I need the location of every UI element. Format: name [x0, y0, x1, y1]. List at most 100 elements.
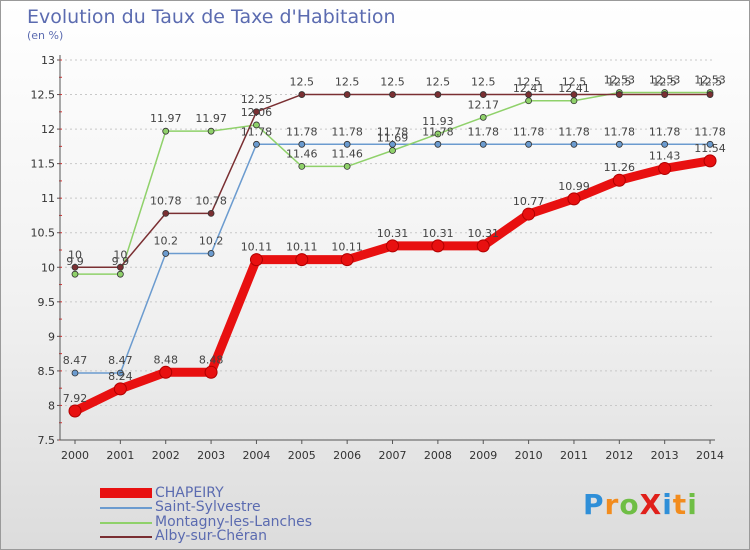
data-label: 11.78: [331, 125, 363, 138]
data-label: 10.11: [331, 241, 363, 254]
data-point: [525, 140, 532, 148]
y-tick-label: 12: [41, 123, 55, 136]
data-point: [706, 140, 714, 148]
data-point: [204, 365, 218, 379]
data-label: 8.47: [108, 354, 133, 367]
data-label: 10.31: [377, 227, 409, 240]
data-label: 11.54: [694, 142, 726, 155]
data-label: 12.53: [604, 73, 636, 86]
data-point: [661, 91, 669, 98]
legend-label: Montagny-les-Lanches: [155, 514, 313, 530]
data-label: 8.47: [63, 354, 88, 367]
data-label: 12.41: [513, 82, 545, 95]
data-point: [434, 130, 442, 138]
data-label: 11.46: [286, 147, 318, 160]
data-point: [298, 140, 306, 148]
x-tick-label: 2006: [333, 449, 361, 462]
y-tick-label: 8: [48, 399, 55, 412]
data-label: 12.41: [558, 82, 590, 95]
data-point: [162, 250, 170, 257]
chart-title: Evolution du Taux de Taxe d'Habitation: [27, 6, 396, 28]
legend-item-saint-sylvestre: Saint-Sylvestre: [100, 499, 360, 515]
x-tick-label: 2008: [424, 449, 452, 462]
data-point: [434, 91, 442, 98]
data-label: 11.78: [513, 125, 545, 138]
data-label: 12.25: [241, 93, 273, 106]
legend-swatch: [100, 522, 152, 524]
data-point: [253, 108, 260, 116]
y-unit-label: (en %): [27, 29, 64, 42]
data-point: [71, 270, 79, 278]
data-point: [253, 121, 260, 129]
data-point: [68, 404, 82, 418]
data-label: 12.5: [471, 76, 496, 89]
data-label: 11.78: [694, 125, 726, 138]
data-point: [340, 253, 354, 267]
legend-swatch: [100, 507, 152, 509]
data-label: 11.78: [558, 125, 590, 138]
y-tick-label: 8.5: [38, 365, 56, 378]
data-point: [71, 369, 79, 377]
data-label: 12.53: [649, 73, 681, 86]
data-label: 10.11: [286, 241, 318, 254]
data-label: 7.92: [63, 392, 88, 405]
data-point: [386, 239, 400, 253]
data-point: [253, 140, 260, 148]
data-label: 8.48: [199, 353, 224, 366]
x-tick-label: 2009: [469, 449, 497, 462]
legend-item-chapeiry: CHAPEIRY: [100, 485, 360, 501]
data-point: [476, 239, 490, 253]
y-tick-label: 11: [41, 192, 55, 205]
x-tick-label: 2014: [696, 449, 724, 462]
x-tick-label: 2005: [288, 449, 316, 462]
y-tick-label: 9.5: [38, 296, 56, 309]
data-label: 10.31: [422, 227, 454, 240]
x-tick-label: 2012: [605, 449, 633, 462]
data-point: [207, 209, 215, 217]
data-point: [661, 140, 669, 148]
x-tick-label: 2013: [651, 449, 679, 462]
data-label: 11.78: [649, 125, 681, 138]
data-point: [116, 369, 124, 377]
data-point: [389, 147, 396, 154]
data-point: [434, 140, 442, 148]
legend-label: CHAPEIRY: [155, 485, 224, 501]
data-label: 11.78: [467, 125, 499, 138]
data-point: [295, 253, 309, 267]
data-point: [479, 113, 487, 121]
data-point: [162, 209, 170, 217]
y-tick-label: 10: [41, 261, 55, 274]
data-label: 12.5: [607, 76, 632, 89]
x-tick-label: 2010: [515, 449, 543, 462]
legend-item-alby-sur-cheran: Alby-sur-Chéran: [100, 528, 360, 544]
legend-swatch: [100, 536, 152, 538]
data-point: [615, 140, 623, 148]
data-point: [207, 250, 215, 257]
data-label: 12.5: [335, 76, 360, 89]
x-tick-label: 2003: [197, 449, 225, 462]
data-label: 10.99: [558, 180, 590, 193]
data-label: 11.26: [604, 161, 636, 174]
data-point: [612, 173, 626, 187]
data-point: [479, 140, 487, 148]
y-tick-label: 9: [48, 330, 55, 343]
x-tick-label: 2007: [379, 449, 407, 462]
data-label: 12.17: [467, 98, 499, 111]
y-tick-label: 7.5: [38, 434, 56, 447]
x-tick-label: 2001: [106, 449, 134, 462]
data-point: [116, 270, 124, 278]
data-label: 10.11: [241, 241, 273, 254]
data-point: [298, 162, 306, 170]
y-tick-label: 10.5: [31, 227, 56, 240]
data-label: 8.48: [153, 353, 178, 366]
data-point: [479, 91, 487, 98]
data-label: 9.9: [112, 255, 130, 268]
data-label: 11.78: [377, 125, 409, 138]
data-point: [113, 382, 127, 396]
data-point: [389, 91, 396, 98]
data-label: 10.2: [199, 234, 224, 247]
data-label: 11.78: [422, 125, 454, 138]
data-point: [658, 161, 672, 175]
data-label: 12.5: [290, 76, 315, 89]
